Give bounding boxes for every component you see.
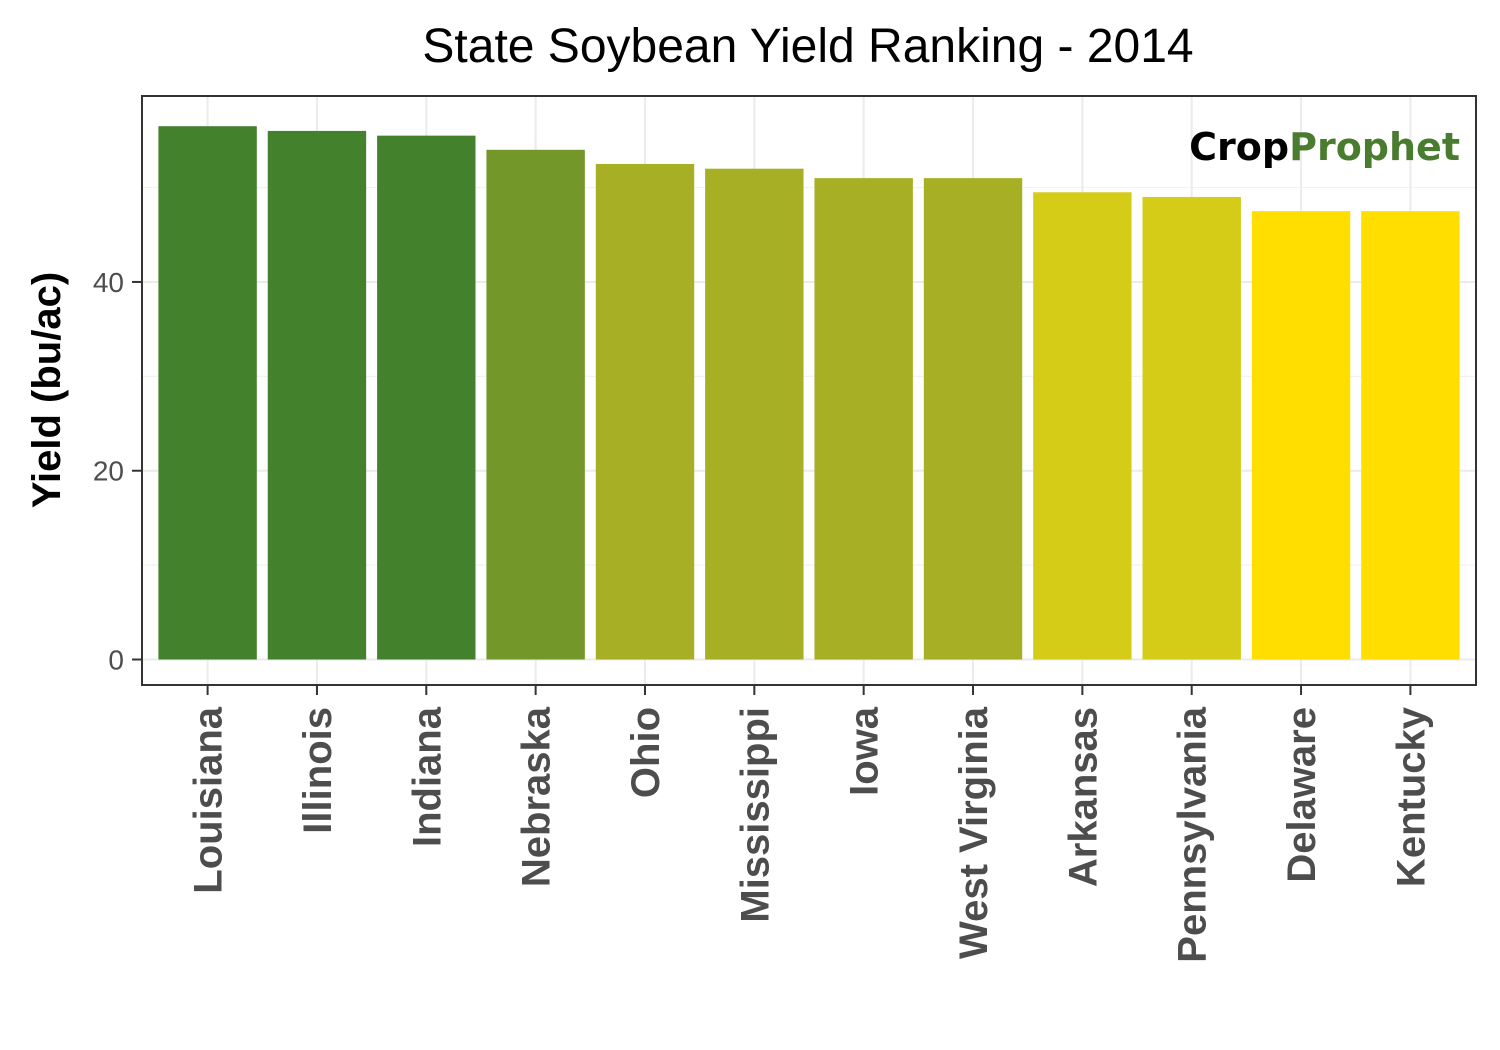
x-tick-label: Illinois — [296, 707, 340, 834]
bar-pennsylvania — [1142, 196, 1241, 660]
bar-nebraska — [486, 149, 585, 660]
bar-delaware — [1251, 211, 1351, 660]
x-tick-label: Kentucky — [1389, 706, 1433, 887]
x-tick-label: Iowa — [843, 706, 887, 796]
x-tick-label: West Virginia — [952, 706, 996, 959]
y-tick-label: 20 — [93, 456, 124, 487]
cropprophet-logo: CropProphet — [1189, 125, 1460, 169]
axes: 0 20 40 Louisiana Illinois Indiana Nebraska Ohi… — [93, 267, 1434, 963]
x-tick-label: Indiana — [405, 706, 449, 847]
bar-illinois — [267, 130, 367, 660]
bar-mississippi — [705, 168, 804, 660]
chart-title: State Soybean Yield Ranking - 2014 — [422, 20, 1193, 73]
bar-louisiana — [158, 126, 257, 660]
plot-panel-border — [141, 95, 1477, 686]
bars — [158, 126, 1460, 660]
bar-west-virginia — [923, 178, 1023, 660]
x-tick-label: Louisiana — [187, 706, 231, 893]
x-tick-label: Nebraska — [515, 706, 559, 887]
logo-part-crop: Crop — [1189, 125, 1289, 169]
bar-indiana — [377, 135, 476, 660]
x-tick-label: Mississippi — [733, 707, 777, 923]
bar-arkansas — [1033, 192, 1132, 660]
bar-iowa — [814, 178, 913, 660]
y-tick-label: 0 — [108, 645, 124, 676]
logo-part-prophet: Prophet — [1289, 125, 1460, 169]
x-tick-label: Delaware — [1280, 707, 1324, 883]
y-tick-label: 40 — [93, 267, 124, 298]
x-tick-label: Ohio — [624, 707, 668, 798]
x-tick-label: Pennsylvania — [1171, 706, 1215, 962]
bar-ohio — [595, 163, 695, 660]
x-tick-label: Arkansas — [1061, 707, 1105, 887]
logo-text: CropProphet — [1189, 125, 1460, 169]
y-axis-label: Yield (bu/ac) — [25, 272, 69, 508]
bar-kentucky — [1361, 211, 1460, 660]
